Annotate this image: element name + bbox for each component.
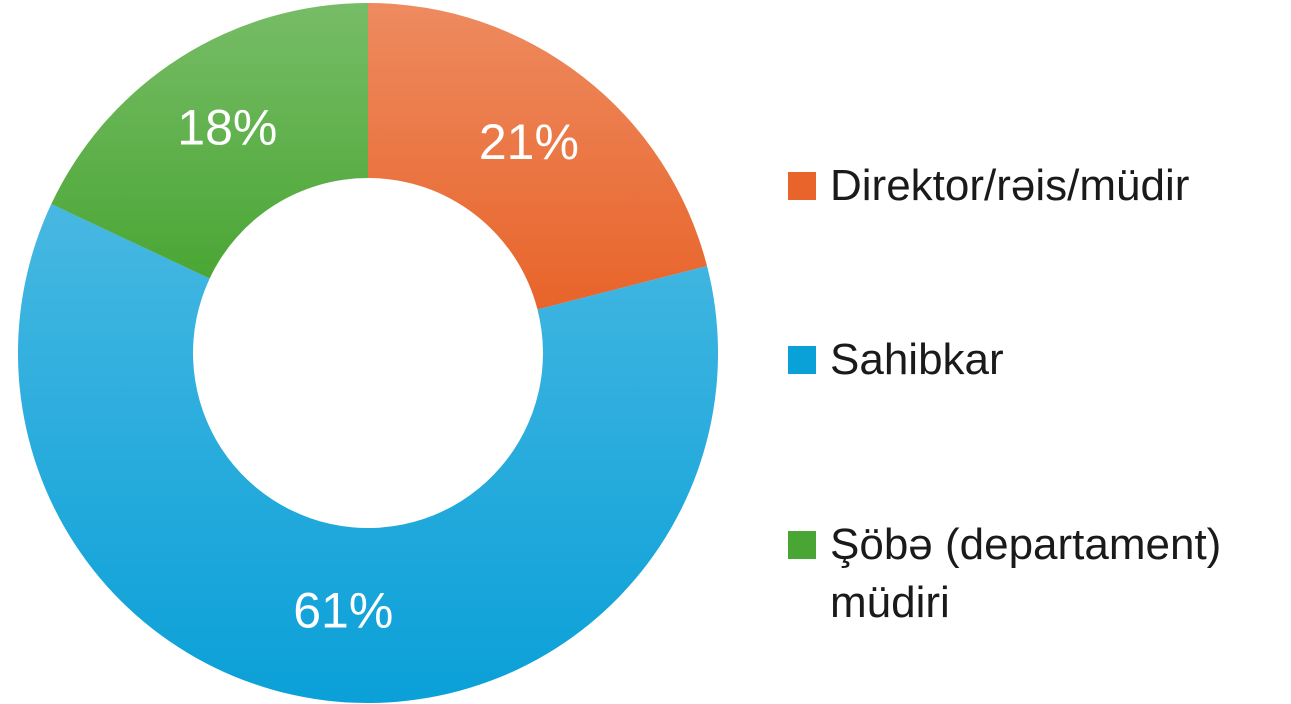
legend-swatch: [788, 346, 816, 374]
slice-shine: [51, 3, 368, 279]
value-labels: 21% 61% 18%: [177, 100, 579, 639]
legend-item: Şöbə (departament) müdiri: [788, 516, 1268, 632]
legend-item: Sahibkar: [788, 331, 1268, 389]
chart: 21% 61% 18%: [17, 3, 718, 704]
value-label: 61%: [293, 583, 393, 639]
slices: [17, 3, 718, 704]
legend-label: Direktor/rəis/müdir: [830, 161, 1190, 210]
value-label: 18%: [177, 100, 277, 156]
slice-shine: [368, 3, 708, 310]
legend-label: Şöbə (departament) müdiri: [830, 520, 1222, 627]
slice-shine: [17, 203, 718, 704]
legend-label: Sahibkar: [830, 335, 1004, 384]
legend-swatch: [788, 531, 816, 559]
value-label: 21%: [479, 114, 579, 170]
legend-swatch: [788, 172, 816, 200]
legend-item: Direktor/rəis/müdir: [788, 157, 1268, 215]
